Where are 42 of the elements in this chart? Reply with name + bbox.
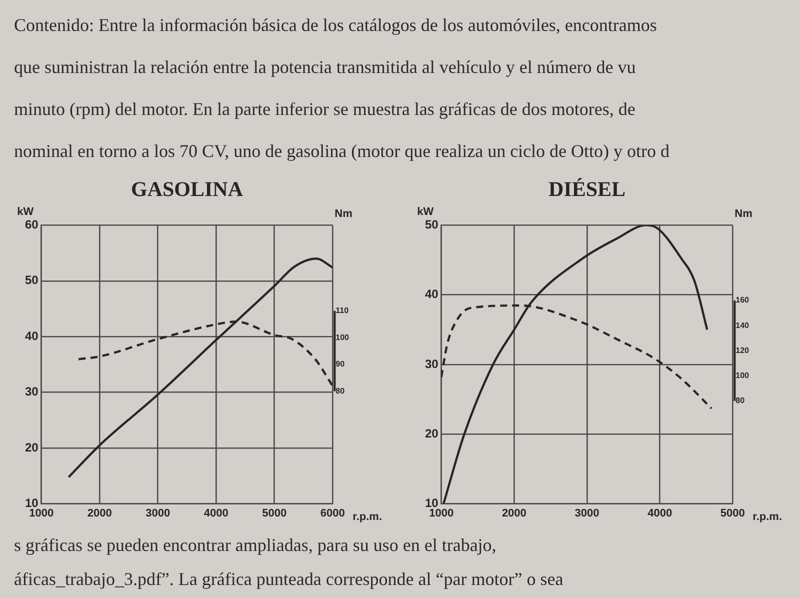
text: minuto (rpm) del motor. En la parte inferior se muestra las gráficas de dos motores, de <box>14 98 636 121</box>
x-tick-label: 2000 <box>87 507 112 520</box>
y2-tick-label: 140 <box>736 320 750 330</box>
y2-tick-label: 80 <box>336 386 346 396</box>
y-axis-title: kW <box>417 206 434 218</box>
y-tick-label: 60 <box>24 218 39 232</box>
y2-tick-label: 160 <box>736 296 750 305</box>
y-tick-label: 40 <box>24 328 39 343</box>
y2-tick-label: 100 <box>736 371 750 380</box>
x-tick-label: 3000 <box>574 507 600 520</box>
y-axis-title: kW <box>17 206 34 218</box>
x-axis-title: r.p.m. <box>752 510 782 523</box>
x-tick-label: 5000 <box>720 507 745 520</box>
text: nominal en torno a los 70 CV, uno de gasolina (motor que realiza un ciclo de Otto) y otro d <box>14 140 671 163</box>
chart-title: DIÉSEL <box>548 177 626 202</box>
line-series <box>68 258 333 478</box>
y2-axis-title: Nm <box>734 208 753 220</box>
y2-tick-label: 110 <box>336 306 350 316</box>
y-tick-label: 40 <box>424 287 439 302</box>
x-tick-label: 3000 <box>146 507 170 520</box>
y2-tick-label: 90 <box>336 360 346 369</box>
y-tick-label: 20 <box>424 426 439 440</box>
y2-axis-title: Nm <box>334 208 353 220</box>
text: Contenido: Entre la información básica de los catálogos de los automóviles, encontramos <box>14 14 658 37</box>
y-tick-label: 30 <box>24 384 39 399</box>
x-tick-label: 2000 <box>502 507 526 520</box>
x-axis-title: r.p.m. <box>352 510 382 523</box>
y-tick-label: 20 <box>24 440 39 454</box>
chart-title: GASOLINA <box>130 177 244 202</box>
y2-tick-label: 80 <box>736 396 746 406</box>
x-tick-label: 4000 <box>648 507 672 520</box>
y2-tick-label: 120 <box>736 346 750 355</box>
y-tick-label: 30 <box>424 356 439 371</box>
text: s gráficas se pueden encontrar ampliadas, para su uso en el trabajo, <box>14 534 498 557</box>
x-tick-label: 4000 <box>204 507 228 520</box>
y-tick-label: 50 <box>24 273 39 288</box>
text: que suministran la relación entre la potencia transmitida al vehículo y el número de vu <box>14 56 637 79</box>
x-tick-label: 5000 <box>262 507 287 520</box>
y2-tick-label: 100 <box>336 332 350 342</box>
x-tick-label: 6000 <box>320 507 345 520</box>
text: áficas_trabajo_3.pdf”. La gráfica punteada corresponde al “par motor” o sea <box>14 568 564 591</box>
y-tick-label: 50 <box>424 218 439 232</box>
